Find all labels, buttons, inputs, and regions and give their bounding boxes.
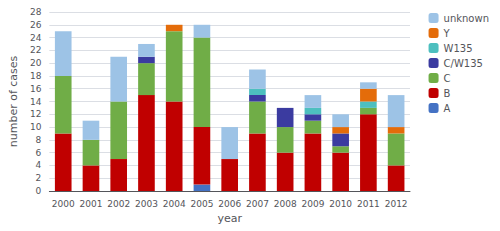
svg-text:16: 16 [30,84,42,94]
svg-text:C: C [444,73,451,84]
svg-text:2001: 2001 [80,199,103,209]
svg-text:2002: 2002 [107,199,130,209]
svg-text:year: year [217,212,242,225]
svg-text:2003: 2003 [135,199,158,209]
svg-text:2004: 2004 [163,199,186,209]
svg-text:Y: Y [443,28,451,39]
svg-text:2006: 2006 [218,199,241,209]
svg-text:2009: 2009 [301,199,324,209]
svg-text:C/W135: C/W135 [444,58,483,69]
svg-text:8: 8 [36,135,42,145]
svg-text:number of cases: number of cases [7,55,20,147]
svg-text:2011: 2011 [357,199,380,209]
svg-text:6: 6 [36,148,42,158]
svg-text:10: 10 [30,122,42,132]
svg-text:28: 28 [30,7,42,17]
svg-text:2005: 2005 [190,199,213,209]
svg-text:unknown: unknown [444,13,489,24]
svg-text:22: 22 [30,45,41,55]
svg-text:0: 0 [36,186,42,196]
svg-text:18: 18 [30,71,42,81]
svg-text:4: 4 [36,160,42,170]
svg-text:2008: 2008 [274,199,297,209]
svg-text:14: 14 [30,97,42,107]
svg-text:12: 12 [30,109,41,119]
svg-text:A: A [444,103,451,114]
svg-text:2010: 2010 [329,199,352,209]
svg-text:2012: 2012 [385,199,408,209]
svg-text:B: B [444,88,451,99]
svg-text:20: 20 [30,58,42,68]
svg-text:W135: W135 [444,43,473,54]
svg-text:2: 2 [36,173,42,183]
svg-text:26: 26 [30,20,42,30]
svg-text:2000: 2000 [52,199,75,209]
svg-text:24: 24 [30,33,42,43]
svg-text:2007: 2007 [246,199,269,209]
